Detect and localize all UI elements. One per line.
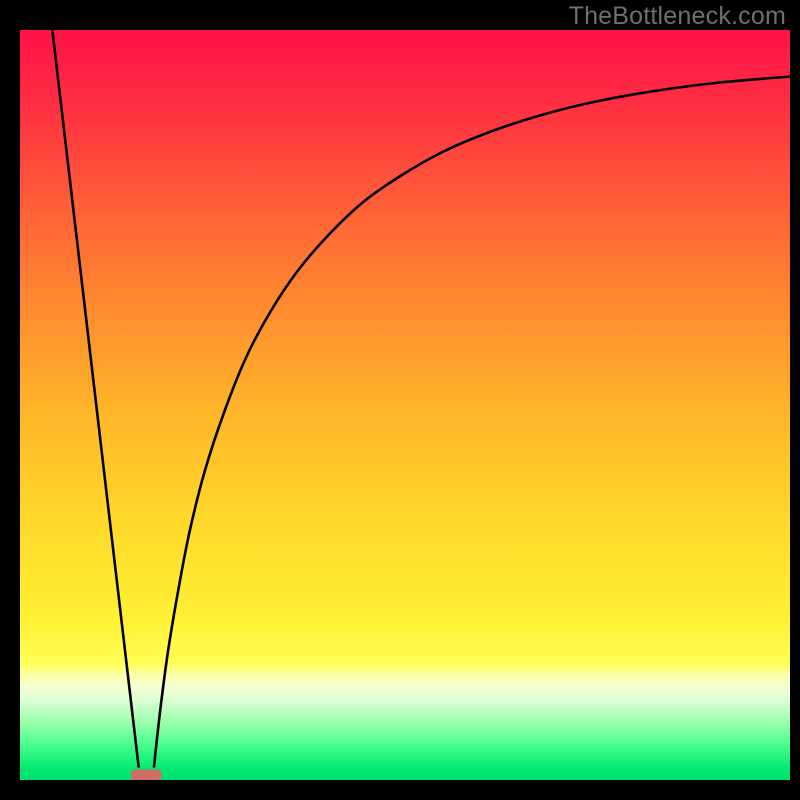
stage: TheBottleneck.com: [0, 0, 800, 800]
vertex-marker: [131, 770, 162, 781]
bottleneck-chart: [0, 0, 800, 800]
plot-background: [20, 30, 790, 780]
